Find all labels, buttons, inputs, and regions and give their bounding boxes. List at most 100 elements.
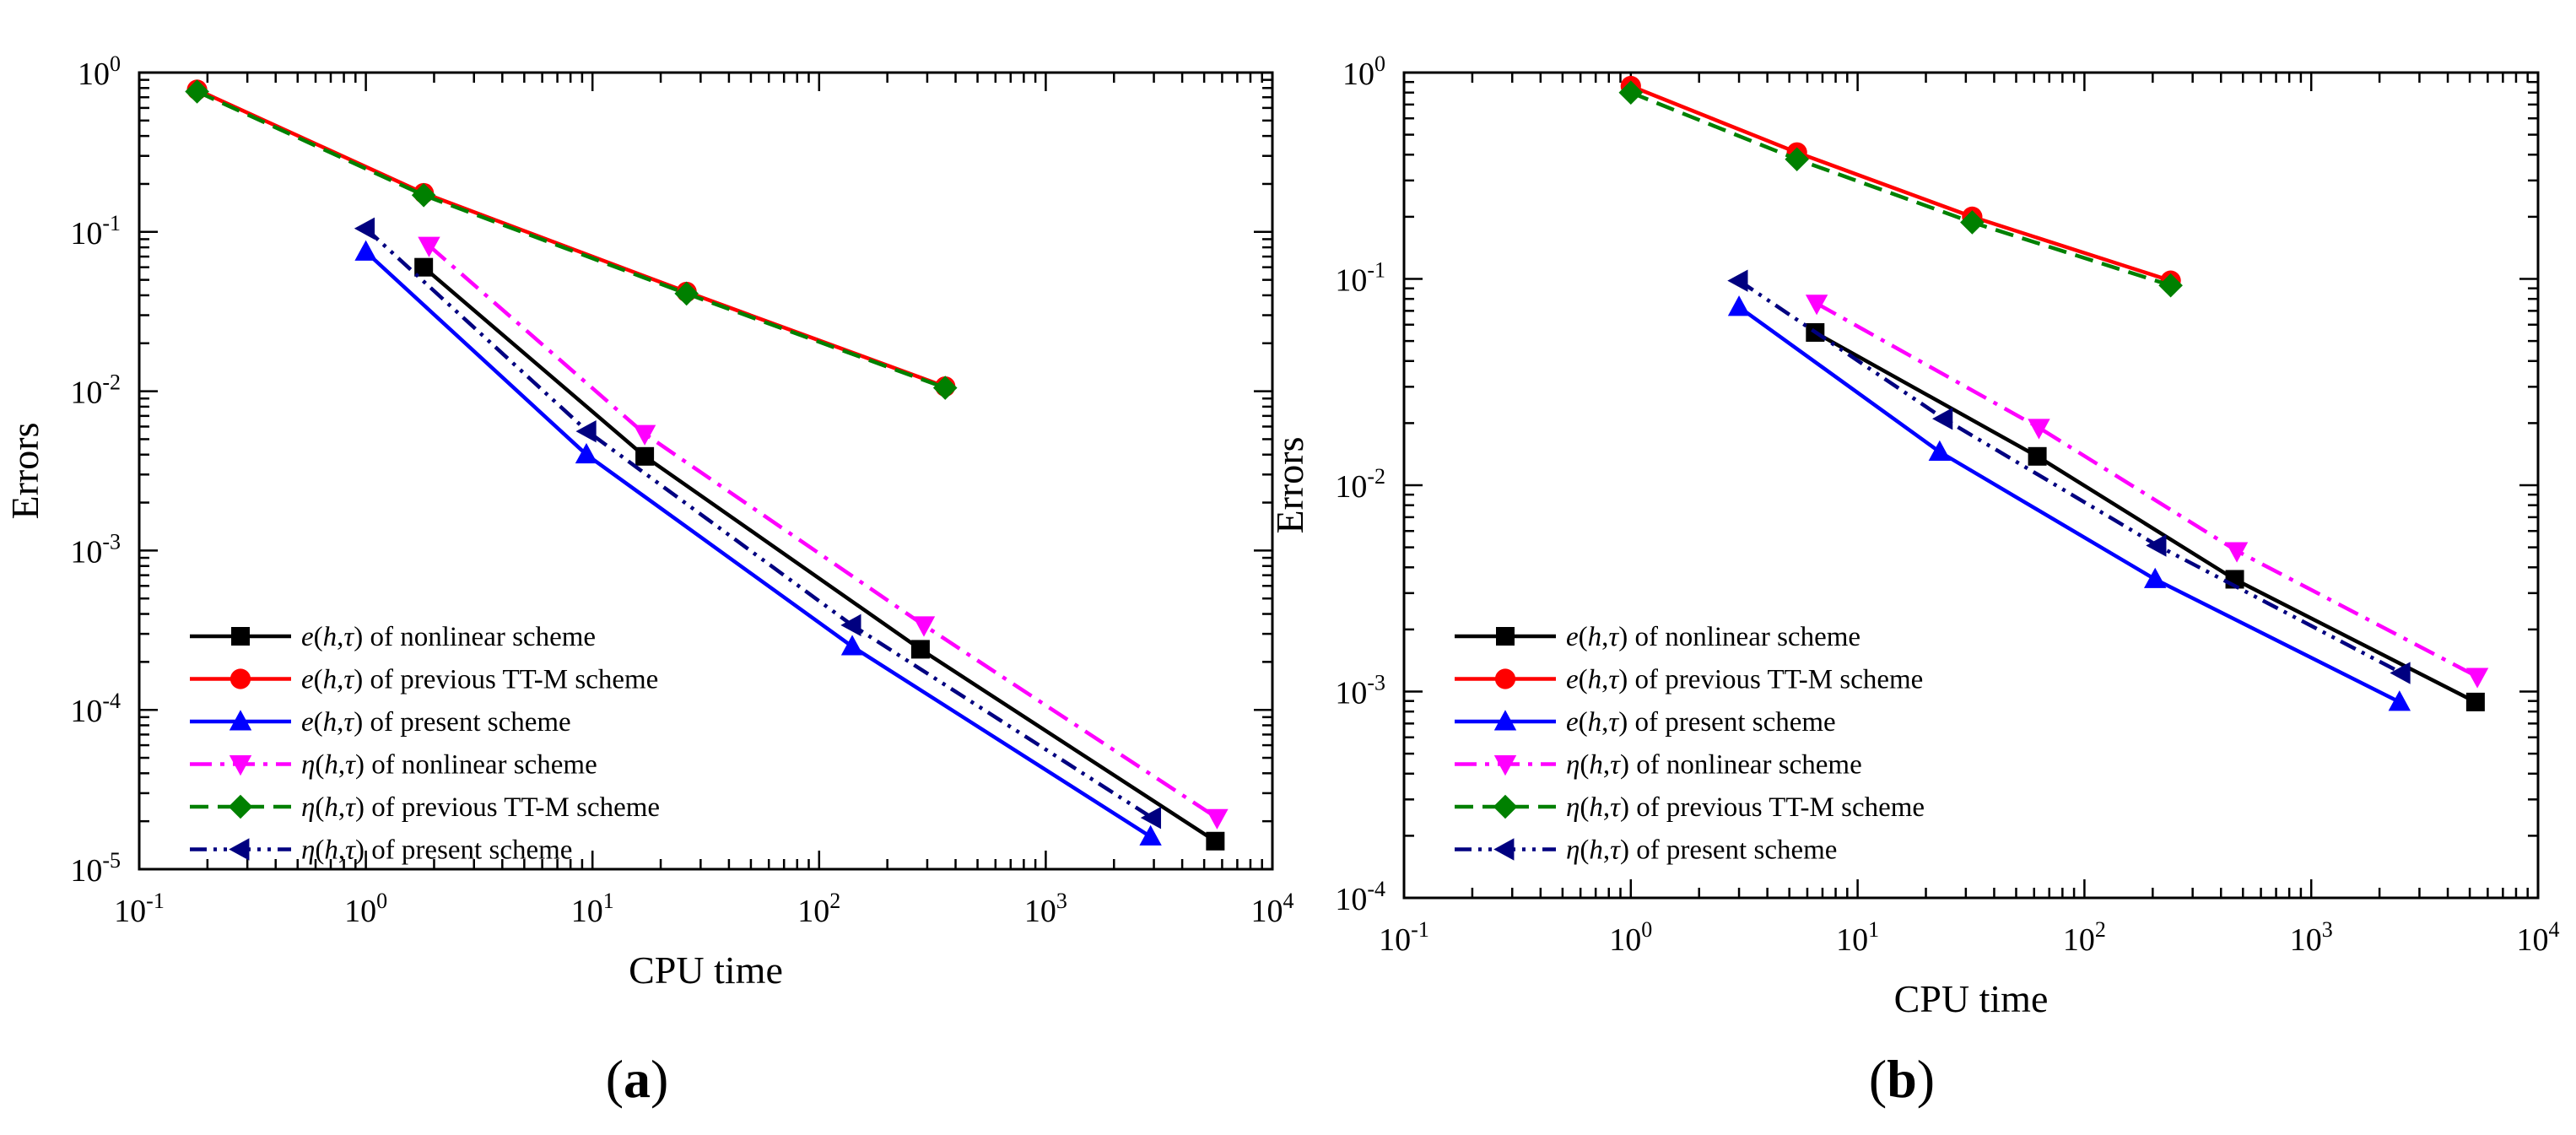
legend-paren: ( [1580, 750, 1589, 781]
tick-base: 10 [1335, 263, 1367, 299]
tick-base: 10 [70, 694, 102, 729]
panel-label-close: ) [651, 1049, 668, 1109]
legend-item: η(h,τ) of nonlinear scheme [190, 750, 597, 781]
legend-comma: , [1603, 792, 1610, 823]
data-point [1727, 269, 1748, 292]
data-point [910, 640, 930, 659]
legend-tau: τ [1608, 665, 1619, 695]
legend-label: η(h,τ) of previous TT-M scheme [1566, 792, 1925, 823]
series-4 [418, 236, 1229, 830]
x-tick-label: 104 [2517, 917, 2560, 958]
legend-h: h [1589, 835, 1603, 866]
legend-paren: ) [1620, 835, 1629, 866]
legend-item: η(h,τ) of nonlinear scheme [1455, 750, 1862, 781]
tick-exponent: -4 [102, 689, 121, 713]
legend-paren: ) [355, 835, 365, 866]
tick-exponent: 1 [1868, 917, 1879, 942]
legend-symbol: e [1566, 665, 1579, 695]
legend-h: h [323, 665, 338, 695]
legend-suffix: of nonlinear scheme [1628, 622, 1860, 652]
x-axis-title: CPU time [629, 949, 783, 992]
legend-symbol: η [301, 750, 315, 781]
data-point [633, 424, 656, 446]
legend-symbol: η [1566, 750, 1580, 781]
tick-exponent: -5 [102, 848, 121, 873]
legend-marker [231, 627, 250, 646]
legend-paren: ) [1620, 750, 1629, 781]
legend-label: η(h,τ) of present scheme [1566, 835, 1837, 866]
legend-suffix: of present scheme [363, 707, 571, 738]
x-tick-label: 103 [1024, 889, 1067, 929]
data-point [1785, 147, 1809, 172]
data-point [1206, 808, 1229, 830]
legend-tau: τ [343, 622, 354, 652]
tick-base: 10 [1024, 894, 1056, 929]
legend-paren: ) [355, 792, 365, 823]
legend-tau: τ [343, 665, 354, 695]
series-line [196, 89, 946, 390]
tick-exponent: 0 [1641, 917, 1652, 942]
y-tick-label: 10-3 [1335, 671, 1385, 711]
tick-base: 10 [1251, 894, 1283, 929]
legend-symbol: η [1566, 835, 1580, 866]
legend-item: η(h,τ) of previous TT-M scheme [190, 792, 660, 823]
legend-paren: ) [354, 707, 363, 738]
series-5 [1618, 80, 2183, 298]
tick-base: 10 [797, 894, 829, 929]
legend-h: h [324, 835, 338, 866]
legend-paren: ( [314, 665, 323, 695]
series-line [422, 265, 1217, 843]
tick-exponent: 3 [2322, 917, 2333, 942]
data-point [354, 240, 377, 261]
legend-h: h [1589, 792, 1603, 823]
legend-comma: , [1601, 665, 1608, 695]
legend-symbol: e [301, 665, 314, 695]
legend-paren: ( [314, 707, 323, 738]
legend-comma: , [1603, 750, 1610, 781]
series-line [365, 250, 1152, 839]
x-tick-label: 100 [1609, 917, 1652, 958]
legend-symbol: e [301, 622, 314, 652]
legend-comma: , [1601, 707, 1608, 738]
y-tick-label: 100 [78, 51, 121, 92]
series-1 [414, 257, 1225, 851]
legend-suffix: of present scheme [1629, 835, 1838, 866]
data-point [1206, 831, 1225, 851]
legend-marker [230, 668, 251, 689]
series-line [1629, 84, 2172, 283]
legend-item: e(h,τ) of nonlinear scheme [1455, 622, 1860, 652]
panel-label-open: ( [1869, 1049, 1887, 1109]
x-tick-label: 103 [2290, 917, 2333, 958]
legend-label: e(h,τ) of nonlinear scheme [1566, 622, 1860, 652]
legend-comma: , [338, 792, 345, 823]
legend-h: h [1588, 665, 1602, 695]
legend-label: e(h,τ) of previous TT-M scheme [301, 665, 658, 695]
series-1 [1806, 322, 2485, 711]
y-tick-label: 10-4 [1335, 877, 1385, 917]
tick-exponent: -1 [1411, 917, 1429, 942]
data-point [674, 281, 699, 306]
tick-base: 10 [344, 894, 376, 929]
data-point [2465, 667, 2489, 689]
tick-exponent: -3 [1367, 671, 1385, 695]
series-2 [1620, 75, 2181, 291]
legend-comma: , [1603, 835, 1610, 866]
tick-base: 10 [1335, 676, 1367, 711]
legend-paren: ( [1579, 622, 1588, 652]
tick-base: 10 [114, 894, 146, 929]
data-point [840, 613, 861, 637]
tick-exponent: 4 [1283, 889, 1294, 913]
data-point [1139, 824, 1162, 846]
legend-item: e(h,τ) of previous TT-M scheme [190, 665, 658, 695]
x-tick-label: 102 [797, 889, 840, 929]
x-axis-title: CPU time [1894, 977, 2049, 1020]
panel-label-close: ) [1917, 1049, 1935, 1109]
legend-paren: ) [1620, 792, 1629, 823]
legend-h: h [1589, 750, 1603, 781]
legend-symbol: e [1566, 707, 1579, 738]
legend-suffix: of present scheme [1628, 707, 1836, 738]
legend-marker [1494, 668, 1516, 689]
tick-exponent: 2 [829, 889, 840, 913]
